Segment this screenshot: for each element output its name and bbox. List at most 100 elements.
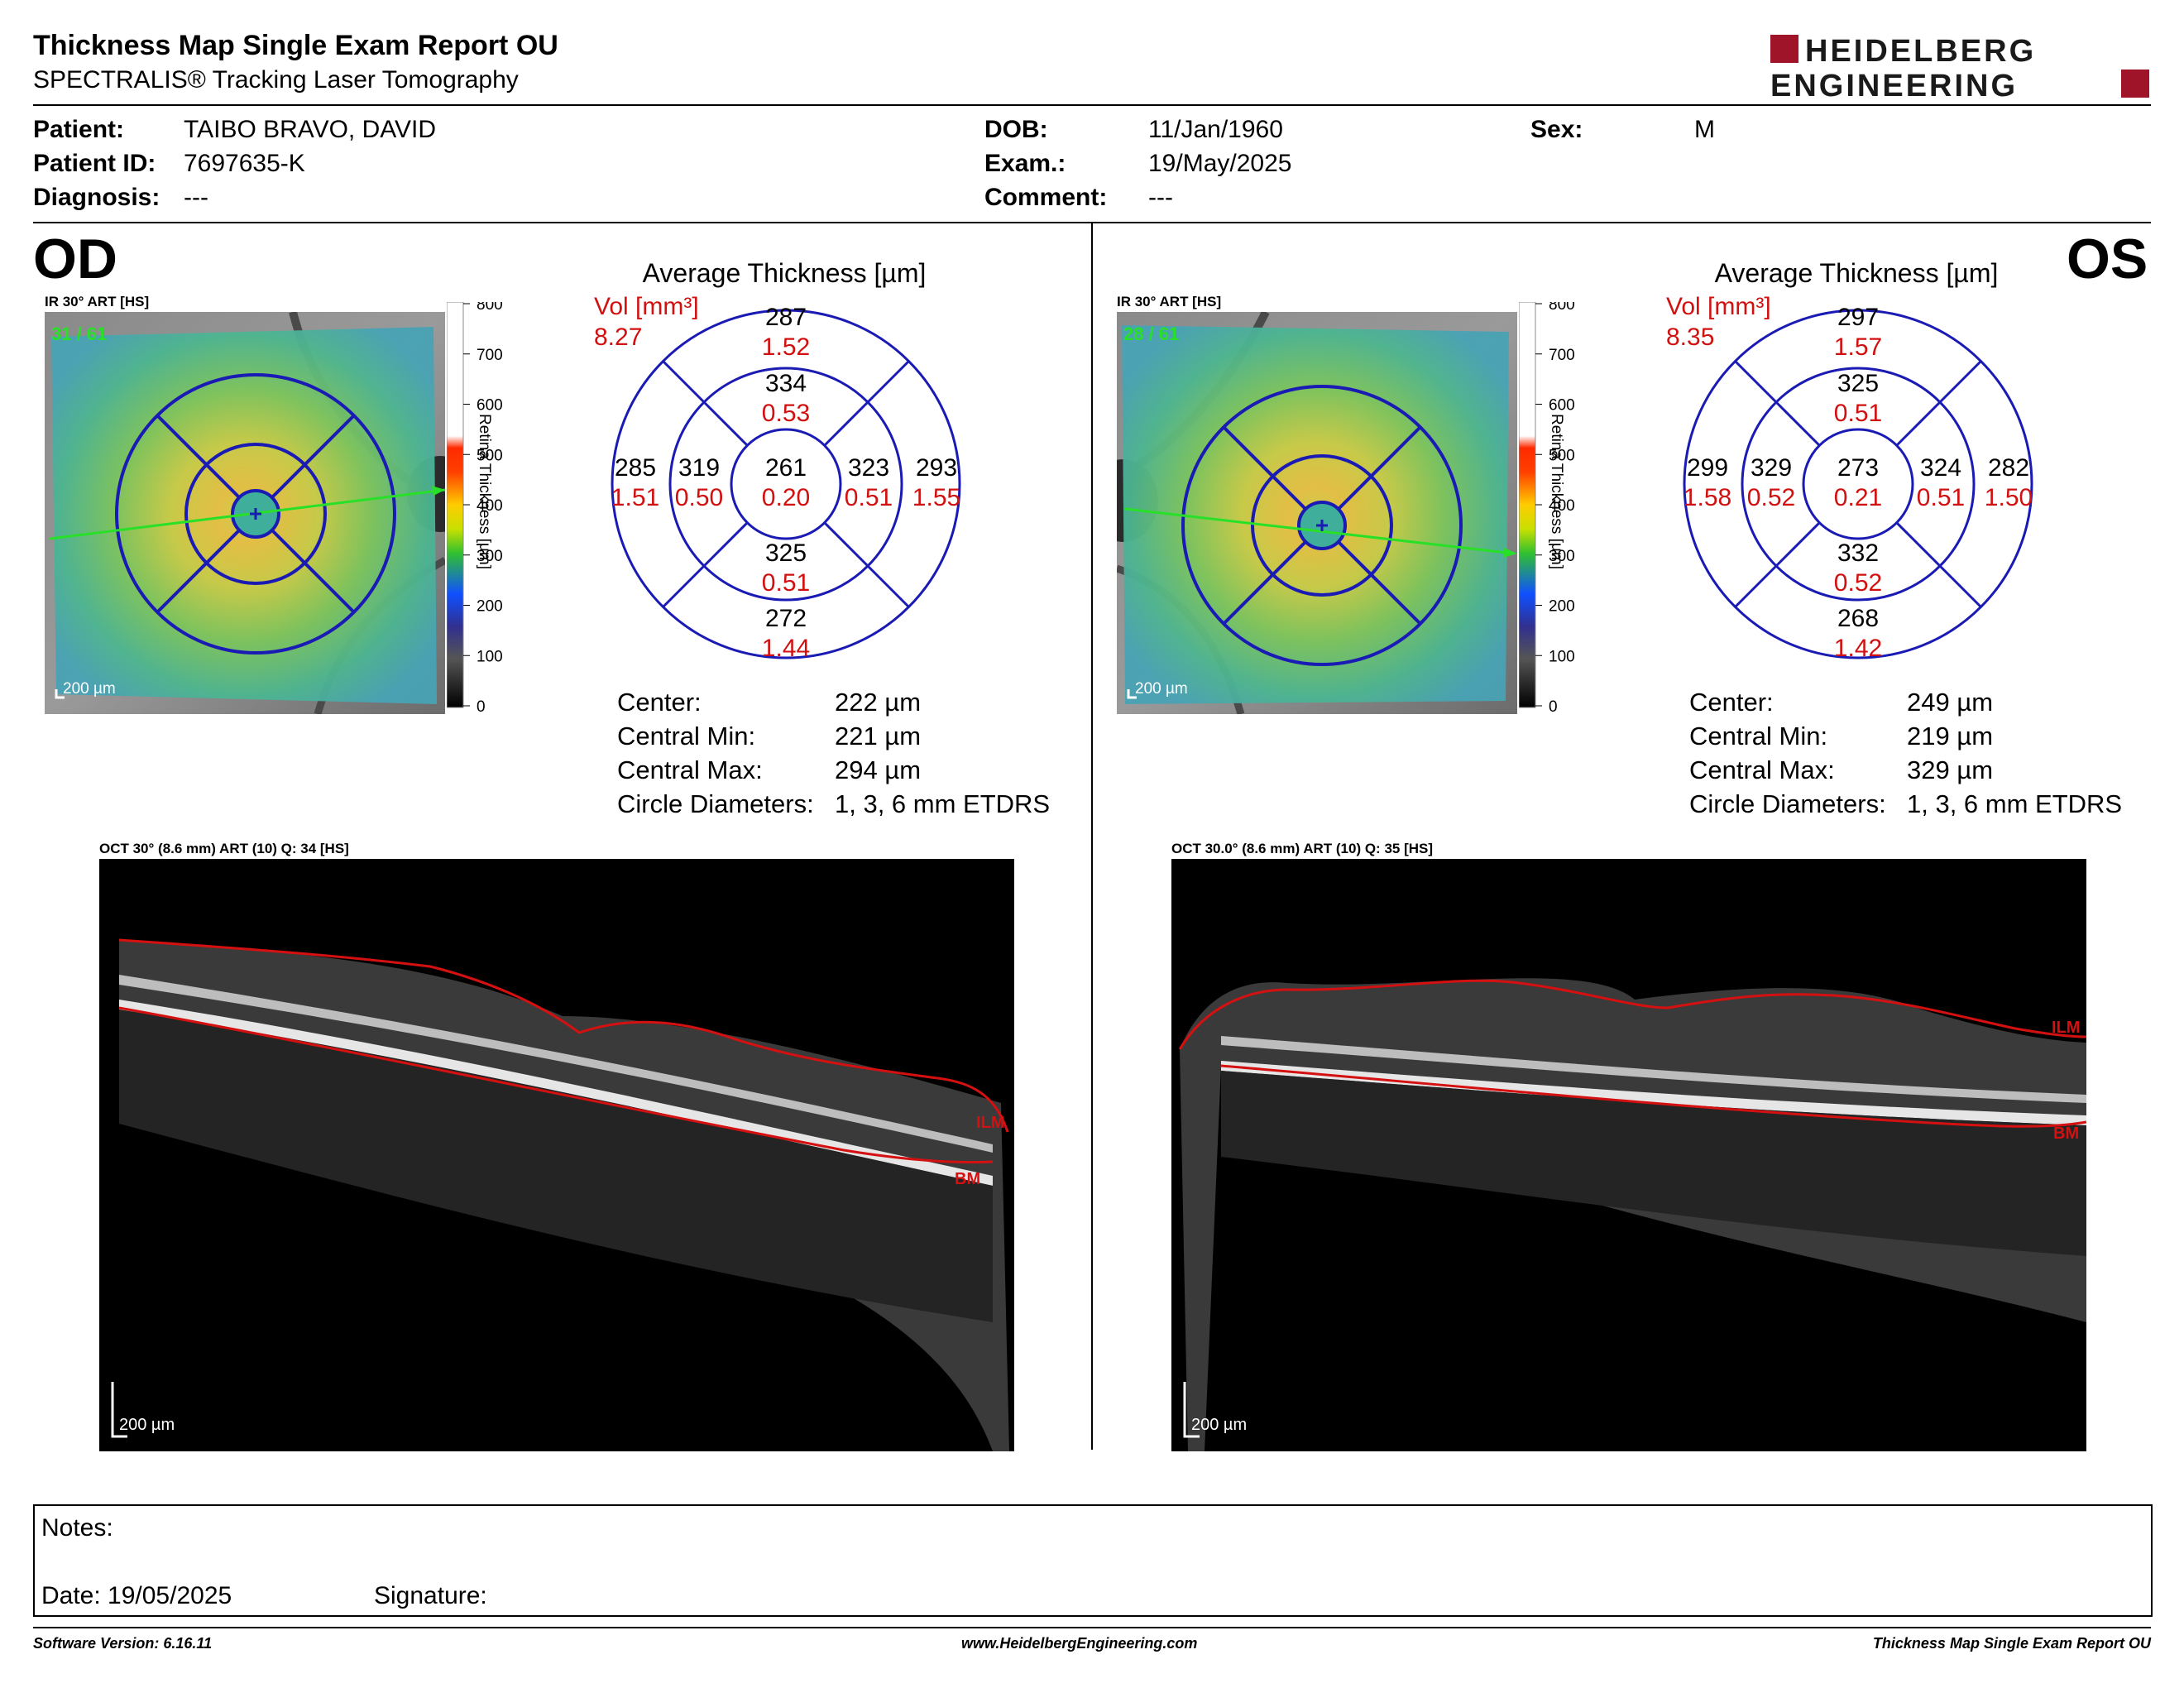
comment-value: --- xyxy=(1148,184,1173,211)
od-stat-value: 222 µm xyxy=(835,688,922,717)
od-stat-key: Central Min: xyxy=(617,722,756,750)
od-colorbar-tick-label: 400 xyxy=(477,497,503,515)
os-center-thickness: 273 xyxy=(1837,454,1879,482)
report-subtitle: SPECTRALIS® Tracking Laser Tomography xyxy=(33,66,519,94)
os-colorbar-tick-label: 100 xyxy=(1549,648,1575,665)
os-inf-outer-thickness: 268 xyxy=(1837,605,1879,632)
date-label: Date: 19/05/2025 xyxy=(41,1582,232,1609)
os-sup-inner-thickness: 325 xyxy=(1837,370,1879,397)
os-stat-value: 219 µm xyxy=(1907,722,1994,750)
footer-divider xyxy=(33,1627,2151,1628)
patient-id-label: Patient ID: xyxy=(33,150,156,177)
notes-label: Notes: xyxy=(41,1514,113,1542)
os-vol-total: 8.35 xyxy=(1666,324,1715,351)
website-link[interactable]: www.HeidelbergEngineering.com xyxy=(961,1635,1198,1652)
os-colorbar-tick-label: 500 xyxy=(1549,447,1575,464)
od-vol-total: 8.27 xyxy=(594,324,643,351)
heidelberg-logo: HEIDELBERG ENGINEERING xyxy=(1770,31,2151,103)
software-version: Software Version: 6.16.11 xyxy=(33,1635,213,1652)
os-left-inner-thickness: 329 xyxy=(1751,454,1792,482)
comment-label: Comment: xyxy=(984,184,1108,211)
os-oct-bscan: ILM BM 200 µm xyxy=(1171,859,2087,1451)
os-stat-value: 249 µm xyxy=(1907,688,1994,717)
os-ilm-label: ILM xyxy=(2052,1019,2080,1037)
od-sup-inner-volume: 0.53 xyxy=(762,400,810,427)
od-avg-title: Average Thickness [µm] xyxy=(642,258,927,288)
od-inf-inner-volume: 0.51 xyxy=(762,569,810,597)
od-oct-bscan: ILM BM 200 µm xyxy=(99,859,1014,1451)
od-sup-outer-volume: 1.52 xyxy=(762,333,810,361)
od-stat-value: 1, 3, 6 mm ETDRS xyxy=(835,789,1051,818)
os-colorbar-tick-label: 800 xyxy=(1549,302,1575,314)
od-left-outer-thickness: 285 xyxy=(615,454,656,482)
os-colorbar-tick-label: 700 xyxy=(1549,347,1575,364)
signature-label[interactable]: Signature: xyxy=(374,1582,487,1609)
os-vol-label: Vol [mm³] xyxy=(1666,293,1771,320)
os-inf-inner-thickness: 332 xyxy=(1837,539,1879,567)
od-right-outer-thickness: 293 xyxy=(916,454,957,482)
logo-line2: ENGINEERING xyxy=(1770,69,2018,101)
od-colorbar-title: Retina Thickness [µm] xyxy=(476,414,493,569)
os-right-inner-thickness: 324 xyxy=(1920,454,1961,482)
os-fundus-scale: 200 µm xyxy=(1135,680,1188,698)
exam-value: 19/May/2025 xyxy=(1148,150,1292,177)
od-right-inner-volume: 0.51 xyxy=(845,484,893,511)
od-left-inner-thickness: 319 xyxy=(678,454,720,482)
os-inf-outer-volume: 1.42 xyxy=(1834,635,1882,661)
os-stat-key: Circle Diameters: xyxy=(1689,789,1886,818)
od-ilm-label: ILM xyxy=(976,1114,1004,1132)
os-colorbar-tick-label: 400 xyxy=(1549,497,1575,515)
od-left-inner-volume: 0.50 xyxy=(675,484,723,511)
od-colorbar-tick-label: 800 xyxy=(477,302,503,314)
patient-label: Patient: xyxy=(33,116,125,143)
logo-line1: HEIDELBERG xyxy=(1805,34,2036,69)
os-left-inner-volume: 0.52 xyxy=(1747,484,1795,511)
os-sup-inner-volume: 0.51 xyxy=(1834,400,1882,427)
footer-report-title: Thickness Map Single Exam Report OU xyxy=(1872,1635,2151,1652)
sex-label: Sex: xyxy=(1530,116,1583,143)
os-left-outer-thickness: 299 xyxy=(1687,454,1728,482)
info-divider xyxy=(33,222,2151,223)
od-fundus-thickness-map: 31 / 61 200 µm xyxy=(45,310,473,716)
os-stats: Center: 249 µm Central Min: 219 µm Central… xyxy=(1689,685,2122,821)
od-oct-label: OCT 30° (8.6 mm) ART (10) Q: 34 [HS] xyxy=(99,841,349,856)
od-inf-inner-thickness: 325 xyxy=(765,539,807,567)
report-title: Thickness Map Single Exam Report OU xyxy=(33,30,558,61)
od-bm-label: BM xyxy=(955,1170,980,1188)
od-stat-value: 294 µm xyxy=(835,755,922,784)
os-etdrs-grid: 297 1.57 325 0.51 273 0.21 299 1.58 329 … xyxy=(1681,304,2035,662)
os-right-outer-volume: 1.50 xyxy=(1985,484,2033,511)
notes-box[interactable]: Notes: Date: 19/05/2025 Signature: xyxy=(33,1504,2153,1617)
od-oct-scale: 200 µm xyxy=(119,1416,175,1434)
os-colorbar-title: Retina Thickness [µm] xyxy=(1548,414,1565,569)
od-colorbar-tick-label: 200 xyxy=(477,598,503,616)
od-sup-inner-thickness: 334 xyxy=(765,370,807,397)
od-colorbar-tick-label: 0 xyxy=(477,698,486,716)
os-oct-scale: 200 µm xyxy=(1191,1416,1247,1434)
os-fundus-thickness-map: 28 / 61 200 µm xyxy=(1089,309,1517,716)
od-stats: Center: 222 µm Central Min: 221 µm Central… xyxy=(617,685,1050,821)
od-colorbar-tick-label: 100 xyxy=(477,648,503,665)
od-stat-key: Central Max: xyxy=(617,755,763,784)
od-left-outer-volume: 1.51 xyxy=(611,484,659,511)
os-colorbar-tick-label: 300 xyxy=(1549,548,1575,565)
od-ir-label: IR 30° ART [HS] xyxy=(45,294,150,309)
os-colorbar-tick-label: 0 xyxy=(1549,698,1558,716)
od-center-volume: 0.20 xyxy=(762,484,810,511)
os-sup-outer-thickness: 297 xyxy=(1837,307,1879,331)
eye-label-od: OD xyxy=(33,228,117,290)
od-frame-counter: 31 / 61 xyxy=(51,324,107,344)
od-vol-label: Vol [mm³] xyxy=(594,293,699,320)
os-stat-key: Center: xyxy=(1689,688,1774,717)
od-colorbar: 800 700 600 500 400 300 200 100 0 xyxy=(446,296,521,716)
os-bm-label: BM xyxy=(2053,1125,2079,1143)
od-right-outer-volume: 1.55 xyxy=(912,484,960,511)
od-etdrs-grid: 287 1.52 334 0.53 261 0.20 285 1.51 319 … xyxy=(609,304,963,662)
os-colorbar-tick-label: 600 xyxy=(1549,397,1575,415)
os-sup-outer-volume: 1.57 xyxy=(1834,333,1882,361)
os-colorbar-tick-label: 200 xyxy=(1549,598,1575,616)
os-inf-inner-volume: 0.52 xyxy=(1834,569,1882,597)
os-stat-key: Central Min: xyxy=(1689,722,1828,750)
od-stat-value: 221 µm xyxy=(835,722,922,750)
os-stat-key: Central Max: xyxy=(1689,755,1835,784)
